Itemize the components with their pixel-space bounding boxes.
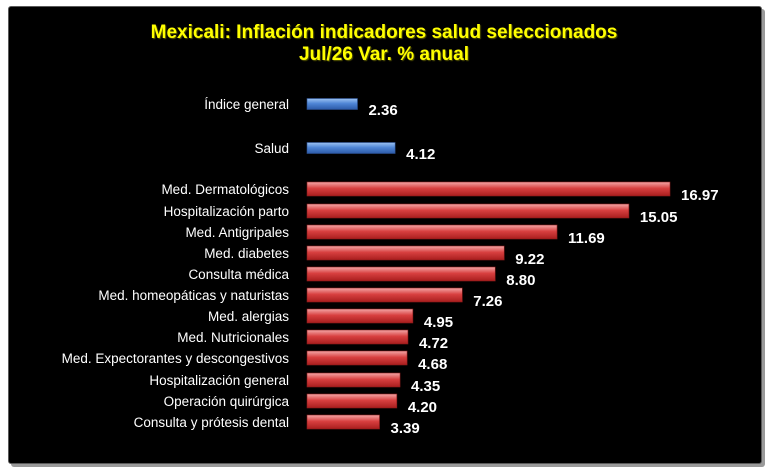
category-label: Salud [254,141,289,156]
data-label: 4.20 [408,399,437,416]
category-label: Hospitalización parto [164,204,289,219]
bar [306,372,401,388]
chart-subtitle-line: Jul/26 Var. % anual [298,44,470,65]
category-label: Med. alergias [208,309,289,324]
data-label: 4.35 [411,378,440,395]
data-label: 4.68 [418,356,447,373]
data-label: 2.36 [368,102,397,119]
category-label: Hospitalización general [149,373,289,388]
category-label: Consulta médica [188,267,289,282]
category-label: Med. Dermatológicos [161,182,289,197]
bar [306,308,414,324]
data-label: 15.05 [640,209,678,226]
bar [306,266,496,282]
bar [306,414,380,430]
bar [306,98,358,110]
data-label: 4.72 [419,335,448,352]
category-label: Consulta y prótesis dental [134,415,289,430]
data-label: 16.97 [681,187,719,204]
data-label: 4.12 [406,146,435,163]
category-label: Med. Antigripales [185,225,289,240]
bar [306,181,671,197]
category-label: Med. homeopáticas y naturistas [98,288,289,303]
category-label: Operación quirúrgica [164,394,290,409]
data-label: 8.80 [506,272,535,289]
category-label: Med. diabetes [204,246,289,261]
category-label: Med. Expectorantes y descongestivos [62,351,290,366]
data-label: 3.39 [391,420,420,437]
category-label: Med. Nutricionales [177,330,289,345]
data-label: 7.26 [473,293,502,310]
bar [306,203,630,219]
bar [306,224,558,240]
bar [306,142,396,154]
data-label: 9.22 [515,251,544,268]
category-label: Índice general [204,97,289,112]
chart-title-line: Mexicali: Inflación indicadores salud se… [150,22,618,43]
bar [306,393,398,409]
bar [306,287,463,303]
data-label: 11.69 [568,230,605,247]
bar [306,350,408,366]
data-label: 4.95 [424,314,453,331]
bar [306,245,505,261]
bar [306,329,409,345]
chart-title: Mexicali: Inflación indicadores salud se… [8,22,760,66]
